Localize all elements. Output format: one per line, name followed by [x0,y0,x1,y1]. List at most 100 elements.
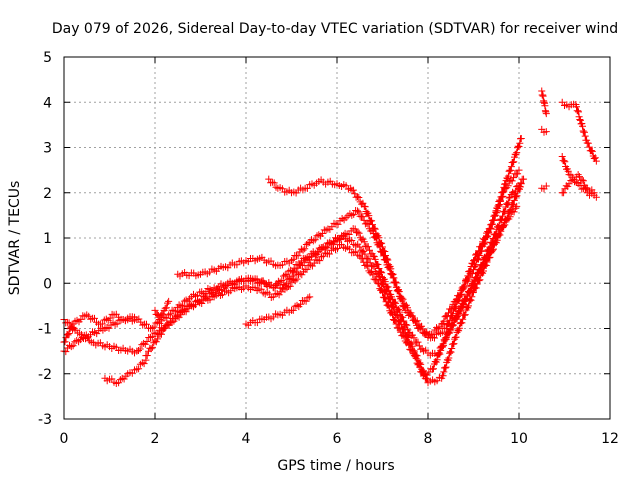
marker-run [540,185,548,193]
marker-run [108,342,129,354]
marker-run [222,257,248,272]
marker-run [143,326,167,359]
marker-run [285,268,307,290]
series-track-8 [151,297,173,323]
marker-run [126,366,138,377]
marker-run [340,243,362,259]
marker-run [226,276,248,289]
marker-run [407,331,426,353]
marker-run [280,261,303,289]
x-tick-labels: 0 2 4 6 8 10 12 [60,431,619,447]
marker-run [135,359,148,373]
x-tick-label: 0 [60,431,69,447]
marker-run [335,181,352,193]
marker-run [289,294,312,314]
x-tick-label: 8 [424,431,433,447]
series-track-10 [538,87,550,118]
y-tick-label: 2 [43,186,52,202]
marker-run [489,185,508,224]
y-tick-label: 5 [43,50,52,66]
marker-run [61,323,76,346]
data-point [156,315,164,323]
series-track-12 [538,182,550,193]
marker-run [180,292,207,314]
marker-run [502,135,524,185]
marker-run [116,372,130,384]
marker-run [317,176,339,189]
marker-run [76,329,93,345]
marker-run [370,253,395,298]
marker-run [576,182,589,193]
data-point [379,243,386,251]
marker-run [166,295,194,318]
plot-frame [63,56,611,420]
marker-run [212,284,239,299]
y-tick-label: 3 [43,141,52,157]
marker-run [344,207,360,220]
marker-run [298,250,321,269]
marker-run [489,194,513,246]
marker-run [290,184,307,197]
marker-run [71,312,89,326]
marker-run [357,246,381,277]
marker-run [253,285,275,301]
marker-run [561,101,571,109]
marker-run [126,345,138,357]
marker-run [135,315,152,332]
marker-run [576,173,590,192]
y-tick-labels: -3 -2 -1 0 1 2 3 4 5 [38,50,52,428]
x-tick-label: 2 [151,431,160,447]
y-tick-label: 1 [43,231,52,247]
series-track-6 [101,356,150,387]
data-point [558,153,566,161]
x-tick-label: 6 [333,431,342,447]
x-tick-label: 10 [510,431,528,447]
marker-run [161,299,171,312]
data-point [265,175,273,183]
marker-run [348,186,367,208]
marker-run [276,257,293,269]
marker-run [438,335,459,380]
marker-run [276,306,293,319]
marker-run [135,334,153,354]
series-track-11 [538,125,550,136]
marker-run [541,99,550,116]
marker-run [199,262,225,278]
x-tick-label: 4 [242,431,251,447]
marker-run [357,254,381,284]
marker-run [584,139,599,162]
series-track-5 [265,166,523,342]
marker-run [335,225,357,243]
marker-run [417,325,435,342]
marker-run [303,253,325,273]
marker-run [244,315,266,329]
series-track-9 [242,293,314,329]
y-tick-label: 0 [43,276,52,292]
y-tick-label: -2 [38,367,52,383]
marker-run [577,120,591,144]
marker-run [560,182,572,197]
marker-run [426,373,443,386]
marker-run [152,310,162,319]
marker-run [112,310,125,324]
marker-run [176,269,202,280]
chart-title: Day 079 of 2026, Sidereal Day-to-day VTE… [52,21,618,37]
marker-run [559,157,572,175]
marker-run [470,239,495,284]
marker-run [80,324,107,341]
data-point [165,297,173,305]
x-tick-label: 12 [601,431,619,447]
marker-run [411,351,431,383]
marker-run [267,178,280,191]
data-point [160,325,168,332]
marker-run [90,339,111,351]
y-tick-label: -3 [38,412,52,428]
x-axis-title: GPS time / hours [277,458,394,474]
marker-run [443,296,463,329]
marker-run [157,310,167,320]
marker-run [190,285,216,300]
data-point [151,306,159,314]
marker-run [507,175,526,198]
marker-run [303,179,320,192]
